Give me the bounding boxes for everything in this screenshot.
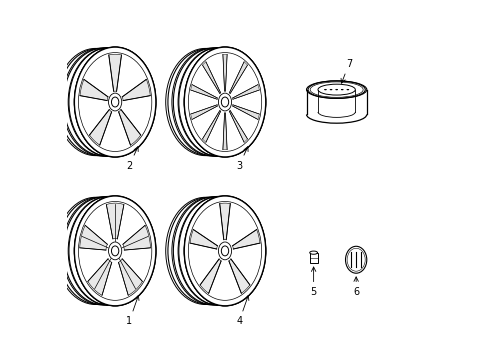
Polygon shape [229,111,247,142]
Text: 5: 5 [310,267,316,297]
Ellipse shape [221,97,228,107]
Ellipse shape [309,251,317,254]
Polygon shape [190,85,217,99]
Ellipse shape [74,196,156,306]
Text: 2: 2 [126,147,138,171]
Polygon shape [229,62,247,94]
Ellipse shape [74,47,156,157]
Polygon shape [223,54,226,91]
Polygon shape [106,203,123,239]
Polygon shape [89,109,111,145]
Polygon shape [190,105,217,120]
Polygon shape [119,109,141,145]
Text: 6: 6 [352,277,359,297]
Text: 4: 4 [236,296,248,327]
Polygon shape [80,79,108,100]
Polygon shape [122,225,150,250]
Polygon shape [232,85,259,99]
Polygon shape [228,259,249,293]
Polygon shape [202,111,220,142]
Ellipse shape [221,246,228,256]
Text: 1: 1 [126,296,139,327]
Polygon shape [88,259,112,295]
Polygon shape [223,113,226,150]
Polygon shape [232,105,259,120]
Polygon shape [80,225,107,250]
Ellipse shape [111,246,119,256]
Text: 7: 7 [340,59,351,83]
Polygon shape [219,203,230,240]
Ellipse shape [317,85,355,95]
Polygon shape [108,54,121,91]
Polygon shape [200,259,221,293]
Ellipse shape [184,196,265,306]
Ellipse shape [345,246,366,273]
Ellipse shape [306,80,366,99]
Polygon shape [202,62,220,94]
Polygon shape [118,259,142,295]
Ellipse shape [184,47,265,157]
Polygon shape [232,229,260,249]
Ellipse shape [111,97,119,107]
Text: 3: 3 [236,147,247,171]
Polygon shape [122,79,150,100]
Bar [309,253,317,263]
Polygon shape [190,229,217,249]
